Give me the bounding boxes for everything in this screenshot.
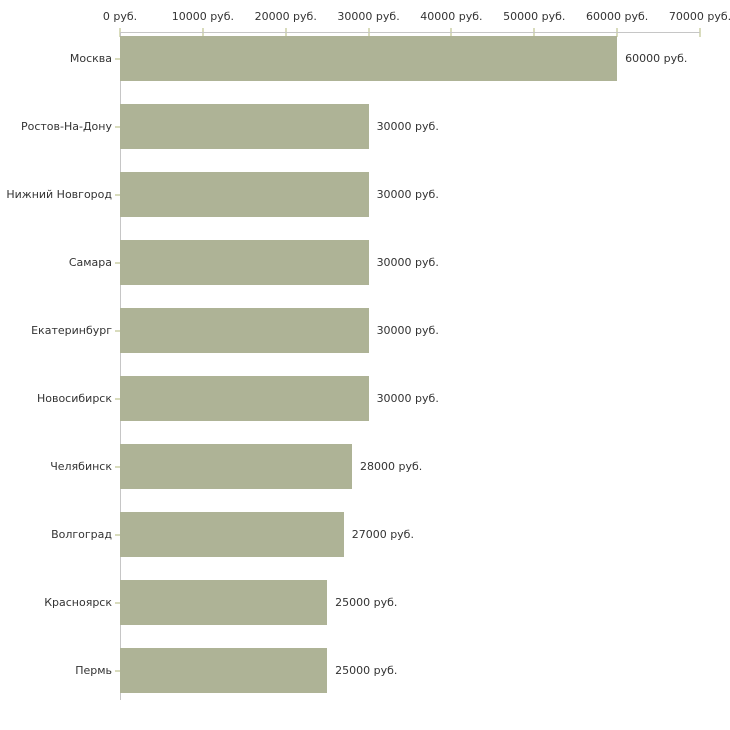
category-tick-mark [115,398,120,400]
category-label: Нижний Новгород [6,188,112,201]
category-label: Самара [68,256,112,269]
x-axis-tick-label: 40000 руб. [420,10,483,23]
bar [120,648,328,693]
bar-row: Волгоград 27000 руб. [0,512,730,557]
bar-row: Челябинск 28000 руб. [0,444,730,489]
category-label: Новосибирск [36,392,112,405]
category-label: Екатеринбург [31,324,112,337]
value-label: 28000 руб. [360,460,423,473]
value-label: 25000 руб. [335,664,398,677]
value-label: 27000 руб. [351,528,414,541]
x-axis-line [120,32,700,33]
value-label: 30000 руб. [376,120,439,133]
category-tick-mark [115,126,120,128]
value-label: 25000 руб. [335,596,398,609]
bar [120,172,369,217]
x-axis-tick-label: 60000 руб. [586,10,649,23]
bar-row: Пермь 25000 руб. [0,648,730,693]
category-label: Красноярск [44,596,112,609]
bar [120,308,369,353]
x-axis-tick-label: 50000 руб. [503,10,566,23]
category-tick-mark [115,670,120,672]
bar-row: Нижний Новгород 30000 руб. [0,172,730,217]
x-axis-tick-label: 70000 руб. [668,10,730,23]
value-label: 30000 руб. [376,256,439,269]
category-tick-mark [115,602,120,604]
bar [120,36,618,81]
bar-row: Москва 60000 руб. [0,36,730,81]
x-axis-tick-label: 20000 руб. [254,10,317,23]
x-axis-tick-mark [699,28,701,37]
category-tick-mark [115,262,120,264]
bar-row: Екатеринбург 30000 руб. [0,308,730,353]
value-label: 30000 руб. [376,324,439,337]
bar [120,444,352,489]
x-axis-tick-label: 0 руб. [102,10,138,23]
x-axis-tick-label: 10000 руб. [171,10,234,23]
bar-row: Самара 30000 руб. [0,240,730,285]
category-tick-mark [115,466,120,468]
category-tick-mark [115,58,120,60]
bar [120,580,328,625]
bar-row: Ростов-На-Дону 30000 руб. [0,104,730,149]
bar [120,104,369,149]
bar [120,240,369,285]
bar [120,512,344,557]
y-axis-line [120,32,121,700]
category-label: Волгоград [51,528,112,541]
value-label: 30000 руб. [376,392,439,405]
category-label: Ростов-На-Дону [20,120,112,133]
category-label: Челябинск [50,460,112,473]
category-tick-mark [115,194,120,196]
category-label: Пермь [75,664,112,677]
bar [120,376,369,421]
value-label: 30000 руб. [376,188,439,201]
bar-row: Новосибирск 30000 руб. [0,376,730,421]
bar-row: Красноярск 25000 руб. [0,580,730,625]
category-tick-mark [115,330,120,332]
category-tick-mark [115,534,120,536]
value-label: 60000 руб. [625,52,688,65]
category-label: Москва [69,52,112,65]
x-axis-tick-label: 30000 руб. [337,10,400,23]
